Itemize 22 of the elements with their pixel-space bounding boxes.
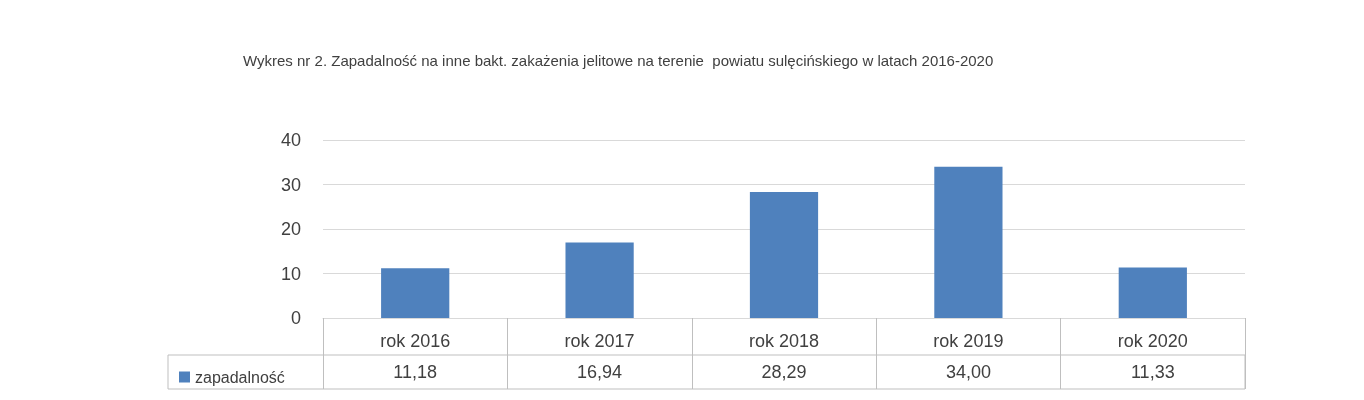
data-label: 16,94 [577,362,623,382]
bar [1118,267,1187,318]
y-tick-label: 40 [280,130,301,150]
x-tick-label: rok 2020 [1117,331,1188,351]
bar [565,242,634,318]
y-tick-label: 10 [280,263,301,284]
bar [934,166,1003,318]
x-tick-label: rok 2017 [564,331,635,351]
y-tick-label: 30 [280,174,301,195]
y-tick-label: 0 [290,308,301,328]
chart-title: Wykres nr 2. Zapadalność na inne bakt. zakażenia jelitowe na terenie powiatu sulęcińskiego w latach 2016-2020 [243,52,994,69]
data-label: 11,18 [393,362,438,382]
legend-label: zapadalność [195,368,285,386]
data-label: 34,00 [945,362,991,382]
bar [749,192,819,318]
data-label: 28,29 [761,362,807,382]
x-tick-label: rok 2019 [933,331,1004,351]
data-label: 11,33 [1130,362,1175,382]
bar [381,268,450,318]
x-tick-label: rok 2018 [748,331,820,351]
y-tick-label: 20 [280,219,301,239]
x-tick-label: rok 2016 [380,331,451,351]
